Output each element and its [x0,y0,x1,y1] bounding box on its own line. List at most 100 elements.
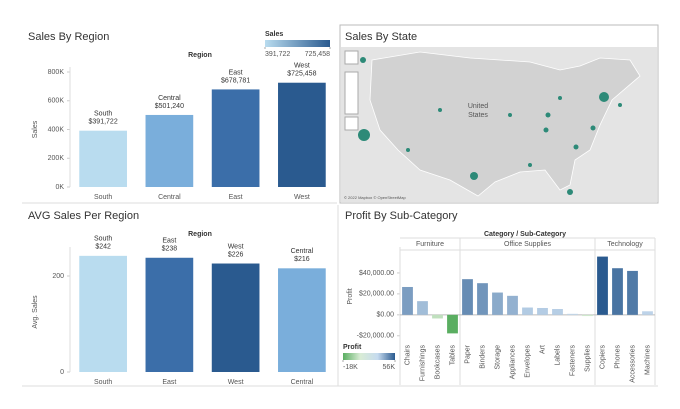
y-tick-label: 800K [48,69,65,76]
x-tick-label: South [94,379,112,386]
value-label: $391,722 [89,119,118,126]
bar [432,314,443,319]
bar [612,268,623,315]
state-marker [358,129,370,141]
legend-label: 725,458 [305,51,330,58]
bar [522,307,533,315]
state-marker [508,113,512,117]
x-tick-label: Central [158,194,181,201]
legend-label: -18K [343,364,358,371]
x-tick-label: Central [291,379,314,386]
bar [402,286,413,315]
group-header: Furniture [416,241,444,248]
y-tick-label: $20,000.00 [359,291,394,298]
x-tick-label: Art [539,345,546,354]
map-select[interactable] [344,116,359,131]
bar [627,270,638,315]
y-tick-label: 0 [60,369,64,376]
y-axis-title: Sales [32,120,39,138]
y-tick-label: 200K [48,155,65,162]
value-label: $216 [294,256,310,263]
bar [507,295,518,315]
x-tick-label: Machines [644,345,651,375]
group-header: Office Supplies [504,241,551,248]
x-tick-label: Chairs [404,345,411,366]
bar [567,313,578,315]
value-label: $242 [95,244,111,251]
value-label-category: East [229,69,243,76]
state-marker [558,96,562,100]
group-header: Technology [607,241,643,248]
column-header: Region [188,231,212,238]
x-tick-label: Copiers [599,345,606,370]
bar [642,311,653,315]
x-tick-label: West [228,379,244,386]
map-attribution: © 2022 Mapbox © OpenStreetMap [344,195,406,200]
map-search[interactable] [344,50,359,65]
state-marker [360,57,366,63]
state-markers [358,57,622,195]
legend-label: 391,722 [265,51,290,58]
value-label: $725,458 [287,71,316,78]
value-label-category: West [294,63,310,70]
y-tick-label: 400K [48,126,65,133]
value-label: $226 [228,251,244,258]
value-label-category: South [94,111,112,118]
value-label-category: West [228,243,244,250]
x-tick-label: Envelopes [524,345,531,378]
state-marker [618,103,622,107]
map-land [369,51,641,197]
chart-title: Sales By Region [28,31,109,43]
x-tick-label: Bookcases [434,345,441,380]
y-tick-label: -$20,000.00 [357,333,394,340]
x-tick-label: Accessories [629,345,636,383]
map-label: States [468,112,488,119]
y-tick-label: 600K [48,98,65,105]
bar [597,256,608,315]
value-label-category: Central [291,248,314,255]
state-marker [528,163,532,167]
state-marker [406,148,410,152]
chart-title: Profit By Sub-Category [345,210,458,222]
bar [492,292,503,315]
bar [417,301,428,315]
bar [447,314,458,334]
x-tick-label: Fasteners [569,345,576,377]
bar [552,309,563,315]
column-header: Category / Sub-Category [484,231,566,238]
bar [79,255,127,372]
state-marker [567,189,573,195]
bar [79,130,127,187]
map-label: United [468,103,488,110]
value-label-category: South [94,236,112,243]
x-tick-label: West [294,194,310,201]
value-label: $678,781 [221,77,250,84]
legend-scale [265,40,330,47]
x-tick-label: East [162,379,176,386]
x-tick-label: Appliances [509,345,516,380]
state-marker [543,127,549,133]
bar [278,82,326,187]
x-tick-label: Supplies [584,345,591,372]
state-marker [573,144,579,150]
state-marker [590,125,596,131]
x-tick-label: Paper [464,344,471,363]
value-label-category: East [162,238,176,245]
map-zoom[interactable] [344,71,359,115]
x-tick-label: East [229,194,243,201]
bar [582,314,593,317]
legend-title: Profit [343,344,362,351]
x-tick-label: Tables [449,345,456,366]
column-header: Region [188,52,212,59]
bar [477,283,488,315]
value-label: $238 [162,246,178,253]
state-marker [599,92,609,102]
y-tick-label: $0.00 [376,312,394,319]
x-tick-label: South [94,194,112,201]
x-tick-label: Labels [554,345,561,366]
value-label: $501,240 [155,103,184,110]
state-marker [438,108,442,112]
bar [537,307,548,315]
state-marker [470,172,478,180]
